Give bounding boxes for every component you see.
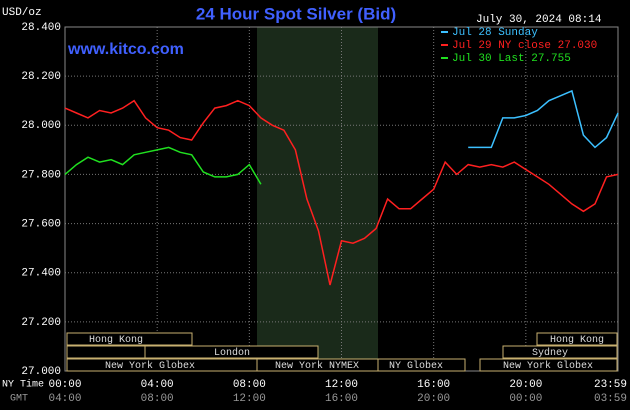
x-tick-label-gmt: 16:00: [325, 393, 358, 405]
y-tick-label: 28.000: [21, 120, 61, 132]
session-box: [144, 345, 319, 359]
session-label: New York Globex: [503, 360, 593, 372]
session-box: [502, 345, 618, 359]
y-tick-label: 27.400: [21, 268, 61, 280]
grid: [65, 27, 618, 371]
session-box: [66, 345, 146, 359]
session-box: [479, 358, 618, 372]
series-line: [64, 146, 262, 185]
x-tick-label: 12:00: [325, 379, 358, 391]
x-tick-label: 16:00: [417, 379, 450, 391]
y-tick-label: 27.200: [21, 317, 61, 329]
session-label: London: [214, 347, 250, 359]
session-box: [536, 332, 618, 346]
timestamp: July 30, 2024 08:14: [476, 14, 602, 26]
legend-label: Jul 28 Sunday: [452, 27, 538, 39]
sessions: Hong Kong London New York Globex New Yor…: [66, 332, 618, 372]
x-tick-label: 00:00: [48, 379, 81, 391]
y-tick-label: 28.200: [21, 71, 61, 83]
series-line: [64, 99, 619, 286]
x-tick-label: 04:00: [141, 379, 174, 391]
session-box: [66, 332, 193, 346]
x-tick-label-gmt: 12:00: [233, 393, 266, 405]
session-label: New York Globex: [105, 360, 195, 372]
x-tick-label: 20:00: [509, 379, 542, 391]
y-tick-label: 27.600: [21, 218, 61, 230]
session-label: Sydney: [532, 347, 568, 359]
chart-title: 24 Hour Spot Silver (Bid): [196, 4, 396, 23]
y-tick-label: 27.800: [21, 169, 61, 181]
x-tick-label: 08:00: [233, 379, 266, 391]
x-tick-label-gmt: 08:00: [141, 393, 174, 405]
x-tick-label-gmt: 03:59: [594, 393, 627, 405]
website: www.kitco.com: [67, 41, 184, 58]
x-axis-label: NY Time: [2, 379, 44, 391]
series-line: [468, 89, 619, 149]
y-tick-label: 27.000: [21, 366, 61, 378]
session-label: New York NYMEX: [275, 360, 359, 372]
x-tick-label-gmt: 00:00: [509, 393, 542, 405]
session-label: Hong Kong: [89, 335, 143, 346]
x-tick-label-gmt: 04:00: [48, 393, 81, 405]
session-label: Hong Kong: [550, 335, 604, 346]
legend-label: Jul 29 NY close 27.030: [452, 40, 597, 52]
x-axis-label: GMT: [10, 394, 28, 405]
nymex-shade: [257, 27, 378, 371]
y-tick-label: 28.400: [21, 22, 61, 34]
session-box: [377, 358, 466, 372]
x-tick-label-gmt: 20:00: [417, 393, 450, 405]
session-label: NY Globex: [389, 360, 443, 372]
legend-label: Jul 30 Last 27.755: [452, 53, 571, 65]
unit-label: USD/oz: [2, 7, 42, 19]
x-tick-label: 23:59: [594, 379, 627, 391]
